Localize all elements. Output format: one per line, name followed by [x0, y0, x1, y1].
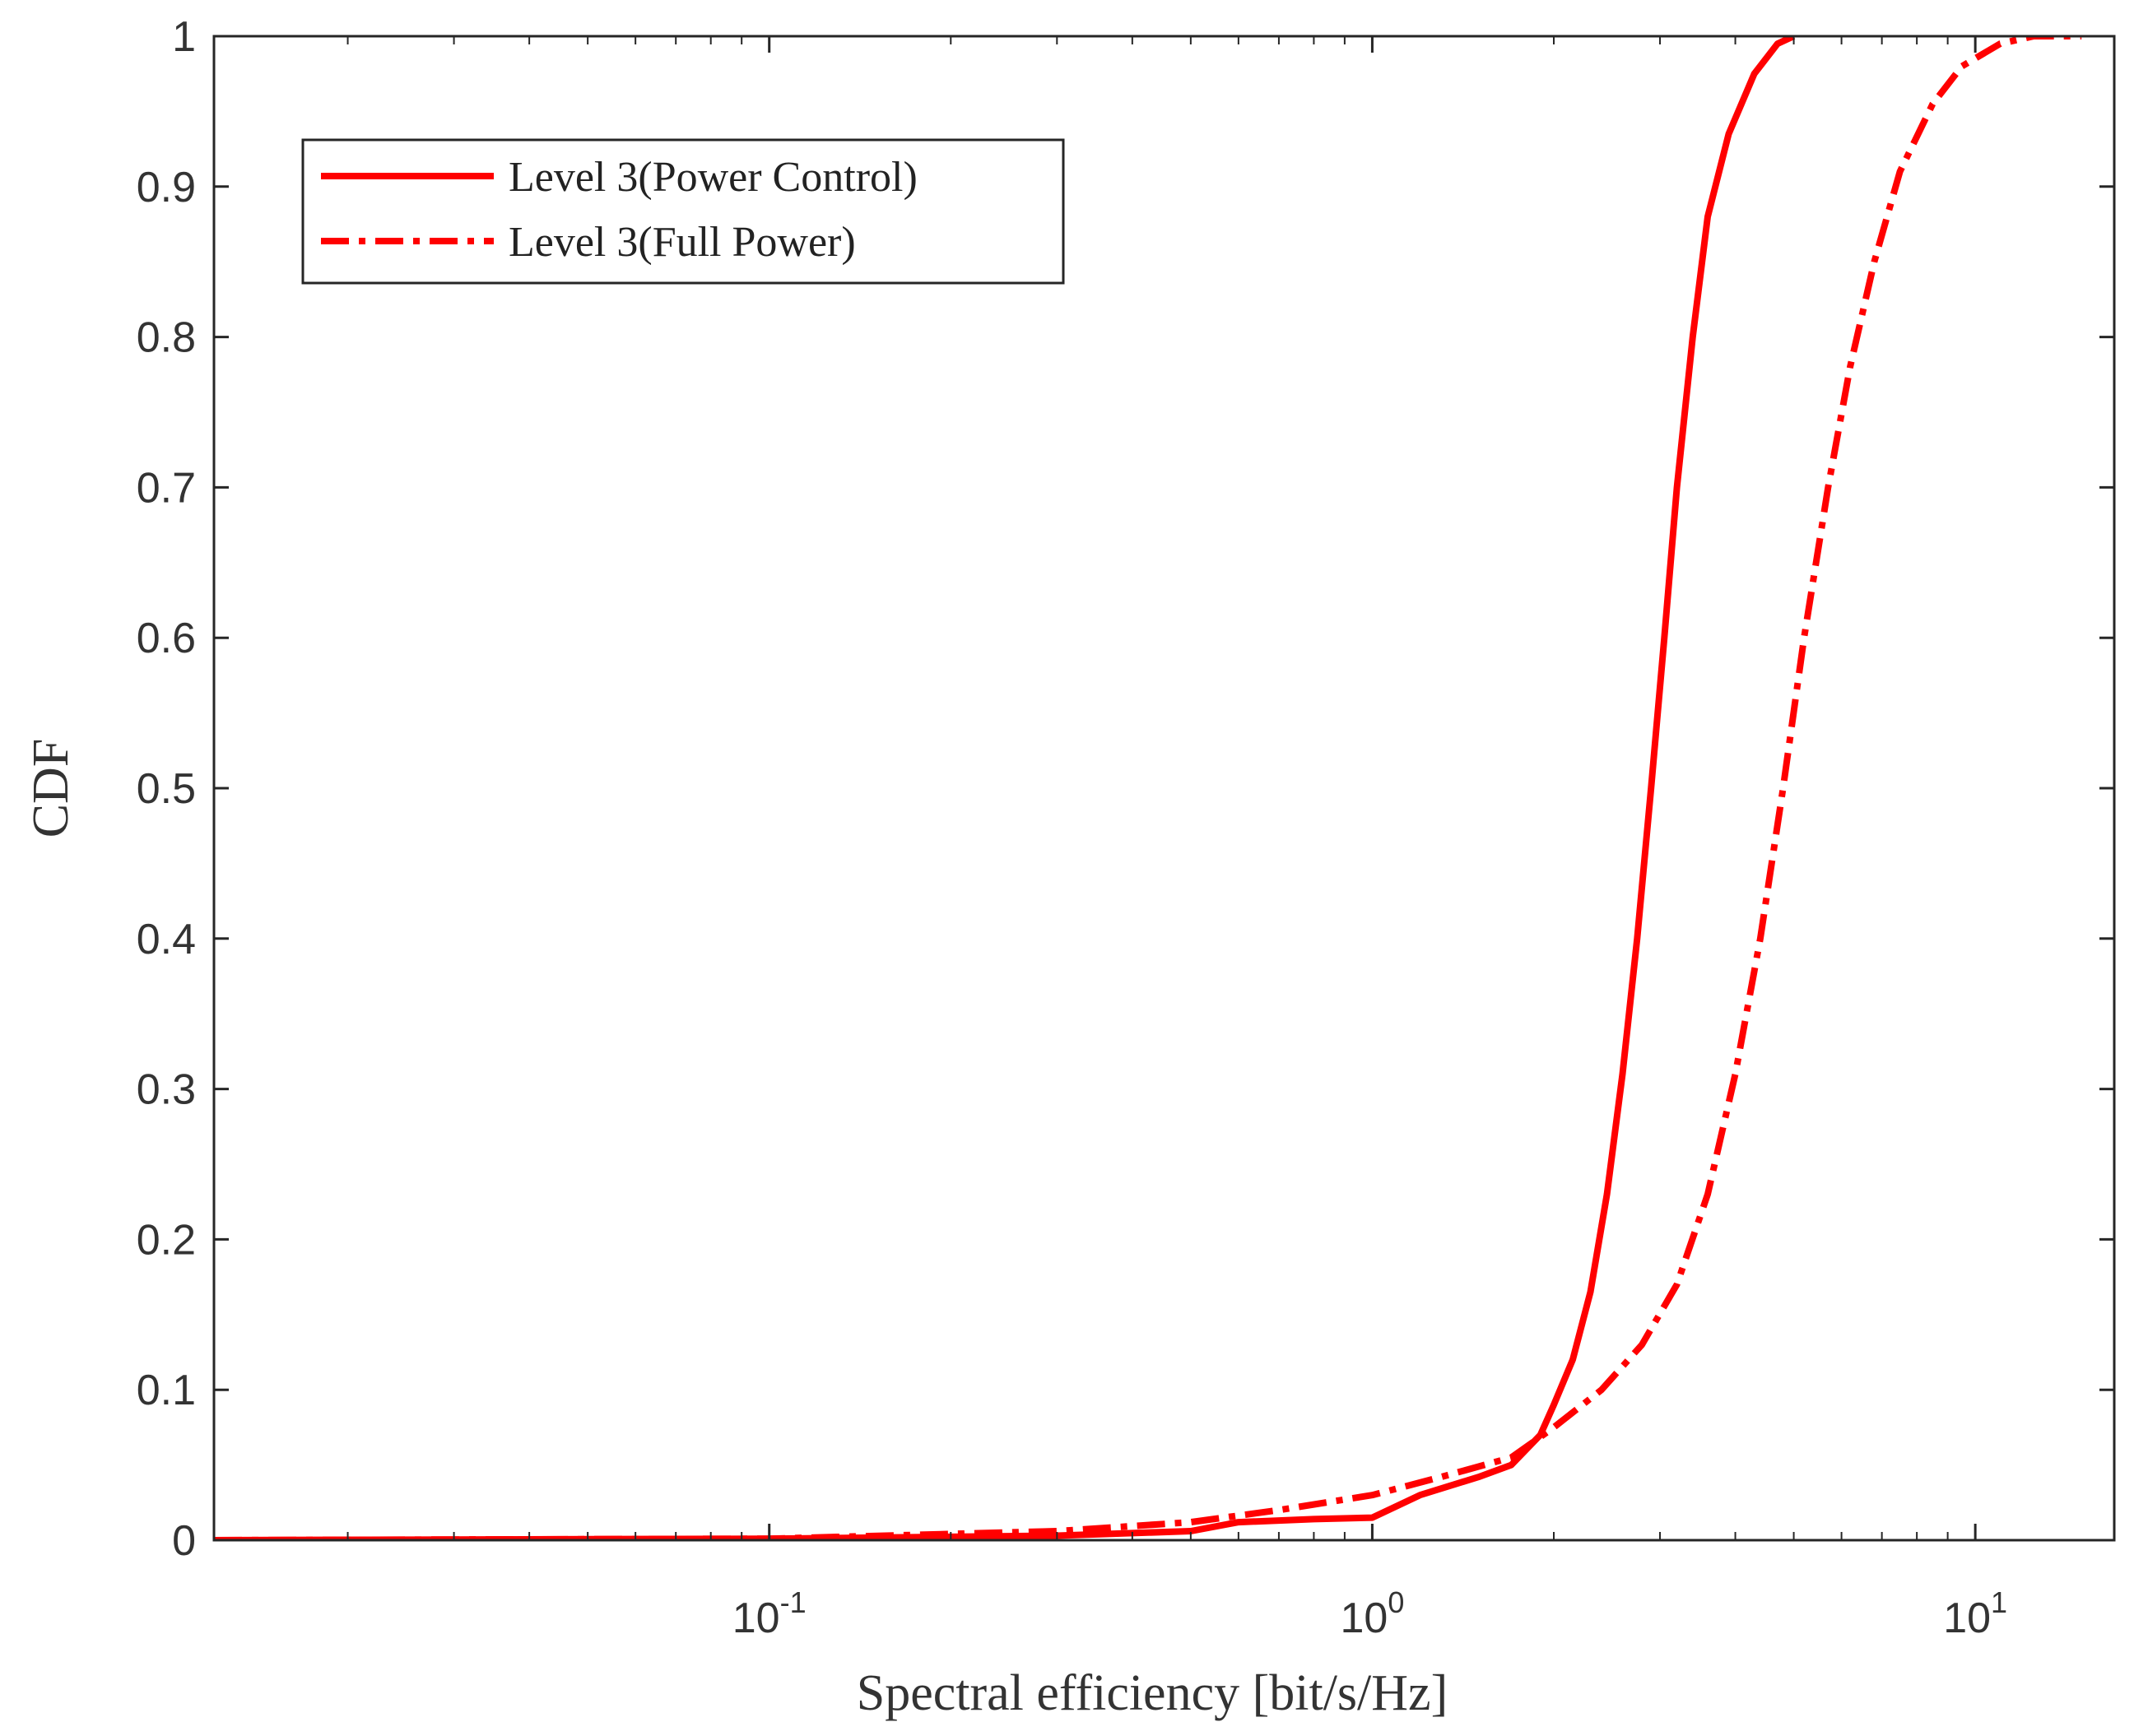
y-tick-label: 0.3: [137, 1066, 196, 1114]
y-tick-label: 0.4: [137, 916, 196, 963]
y-tick-label: 0.2: [137, 1216, 196, 1264]
legend: Level 3(Power Control) Level 3(Full Powe…: [301, 138, 1065, 285]
y-tick-label: 0.1: [137, 1367, 196, 1414]
series-line-full-power: [214, 36, 2082, 1540]
y-axis-title: CDF: [23, 739, 79, 838]
y-tick-label: 0.5: [137, 765, 196, 813]
legend-box: [301, 138, 1065, 285]
y-tick-label: 0.8: [137, 314, 196, 362]
x-axis: 10-1 100 101: [346, 36, 2007, 1642]
x-tick-label: 101: [1943, 1585, 2007, 1642]
y-axis: 0 0.1 0.2 0.3 0.4 0.5 0.6 0.7 0.8 0.9 1: [137, 13, 2114, 1565]
y-tick-label: 0.7: [137, 464, 196, 512]
x-tick-label: 10-1: [732, 1585, 807, 1642]
series-line-power-control: [214, 36, 1796, 1540]
y-tick-label: 0.9: [137, 164, 196, 211]
y-tick-label: 1: [172, 13, 196, 61]
y-tick-label: 0.6: [137, 615, 196, 662]
legend-label-power-control: Level 3(Power Control): [509, 154, 918, 201]
series-layer: [214, 36, 2082, 1540]
x-tick-label: 100: [1340, 1585, 1404, 1642]
x-axis-title: Spectral efficiency [bit/s/Hz]: [857, 1665, 1448, 1721]
legend-label-full-power: Level 3(Full Power): [509, 219, 856, 266]
y-tick-label: 0: [172, 1517, 196, 1565]
